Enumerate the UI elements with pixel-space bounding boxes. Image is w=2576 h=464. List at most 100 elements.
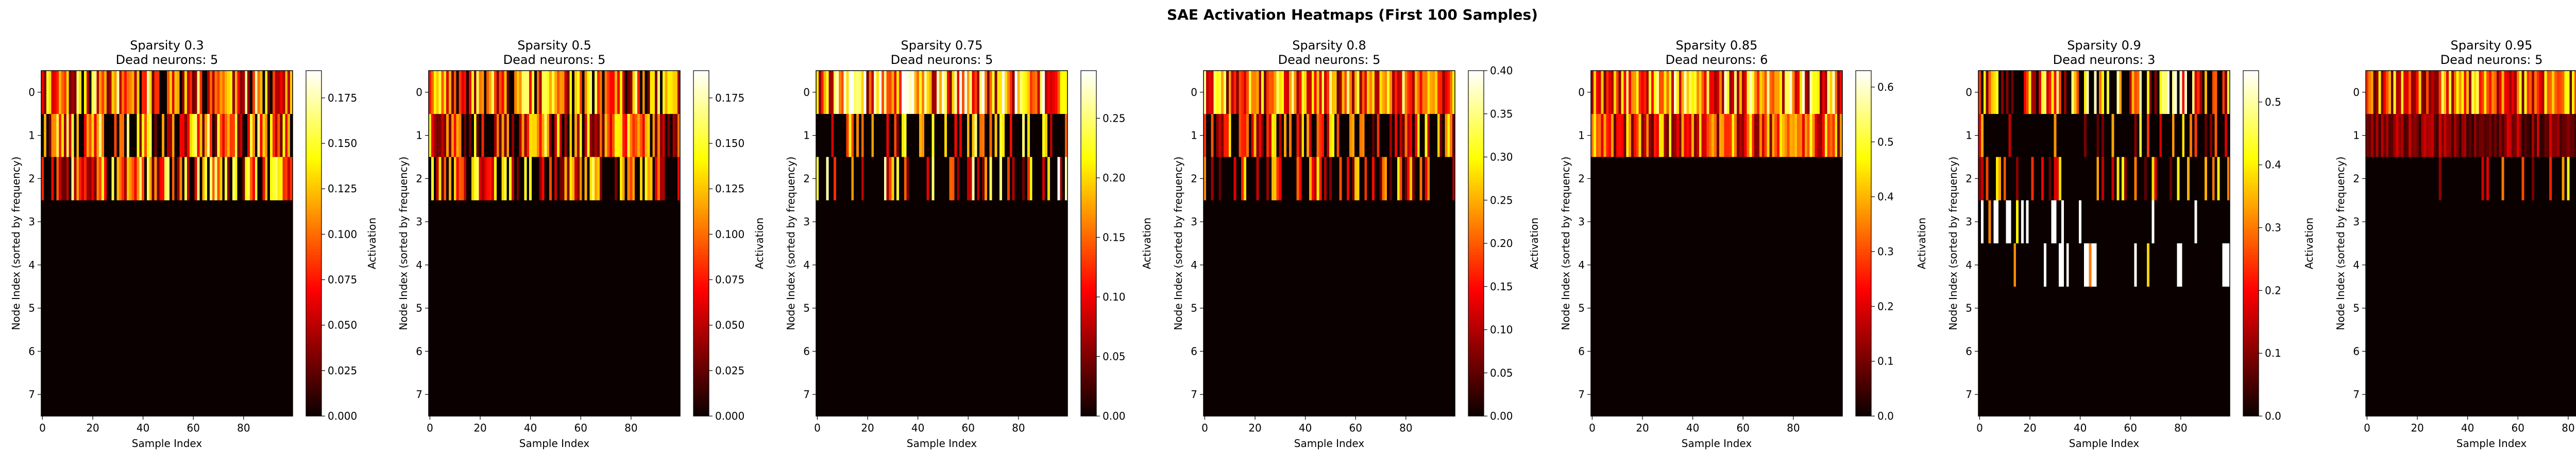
heatmap-cell bbox=[1686, 113, 1689, 157]
heatmap-cell bbox=[1239, 71, 1242, 114]
heatmap-cell bbox=[2124, 71, 2127, 114]
heatmap-cell bbox=[896, 373, 900, 417]
heatmap-cell bbox=[1301, 157, 1304, 201]
heatmap-cell bbox=[1633, 71, 1637, 114]
colorbar-step bbox=[1081, 119, 1096, 123]
heatmap-cell bbox=[519, 243, 522, 287]
heatmap-cell bbox=[1289, 157, 1292, 201]
heatmap-cell bbox=[89, 243, 92, 287]
heatmap-cell bbox=[896, 286, 900, 330]
colorbar-step bbox=[1856, 399, 1871, 402]
heatmap-cell bbox=[456, 157, 459, 201]
heatmap-cell bbox=[1005, 71, 1008, 114]
heatmap-cell bbox=[584, 200, 587, 244]
heatmap-cell bbox=[677, 329, 681, 373]
heatmap-cell bbox=[245, 157, 248, 201]
heatmap-cell bbox=[1744, 243, 1747, 287]
heatmap-cell bbox=[1022, 373, 1025, 417]
colorbar-step bbox=[1856, 131, 1871, 135]
colorbar-step bbox=[306, 257, 321, 261]
heatmap-cell bbox=[1213, 200, 1216, 244]
heatmap-cell bbox=[260, 200, 263, 244]
heatmap-cell bbox=[144, 286, 147, 330]
heatmap-cell bbox=[1427, 113, 1430, 157]
y-tick-label: 4 bbox=[803, 259, 810, 271]
heatmap-cell bbox=[604, 113, 607, 157]
heatmap-cell bbox=[1304, 286, 1307, 330]
heatmap-cell bbox=[1664, 373, 1667, 417]
heatmap-cell bbox=[2069, 71, 2072, 114]
heatmap-cell bbox=[81, 329, 84, 373]
heatmap-cell bbox=[1394, 286, 1398, 330]
heatmap-cell bbox=[655, 113, 658, 157]
heatmap-cell bbox=[494, 200, 497, 244]
heatmap-cell bbox=[647, 286, 650, 330]
heatmap-cell bbox=[881, 157, 885, 201]
heatmap-cell bbox=[1344, 329, 1347, 373]
heatmap-cell bbox=[645, 373, 648, 417]
heatmap-cell bbox=[577, 71, 580, 114]
heatmap-cell bbox=[219, 286, 223, 330]
heatmap-cell bbox=[453, 286, 457, 330]
heatmap-cell bbox=[609, 200, 613, 244]
colorbar-step bbox=[1856, 88, 1871, 91]
heatmap-cell bbox=[1299, 329, 1302, 373]
heatmap-cell bbox=[134, 243, 137, 287]
heatmap-cell bbox=[111, 71, 114, 114]
heatmap-cell bbox=[1233, 113, 1236, 157]
heatmap-cell bbox=[1246, 71, 1249, 114]
heatmap-cell bbox=[997, 71, 1000, 114]
heatmap-cell bbox=[476, 286, 479, 330]
heatmap-cell bbox=[529, 286, 532, 330]
colorbar-step bbox=[306, 76, 321, 80]
heatmap-cell bbox=[974, 157, 977, 201]
heatmap-cell bbox=[242, 329, 245, 373]
heatmap-cell bbox=[151, 243, 155, 287]
heatmap-cell bbox=[1606, 286, 1609, 330]
colorbar-step bbox=[1856, 76, 1871, 80]
heatmap-cell bbox=[96, 200, 99, 244]
heatmap-cell bbox=[1040, 200, 1043, 244]
heatmap-cell bbox=[1239, 243, 1242, 287]
heatmap-cell bbox=[1613, 286, 1617, 330]
heatmap-cell bbox=[2099, 71, 2102, 114]
heatmap-cell bbox=[1347, 113, 1350, 157]
colorbar-step bbox=[1468, 249, 1484, 253]
heatmap-cell bbox=[567, 157, 570, 201]
heatmap-cell bbox=[1271, 329, 1275, 373]
heatmap-cell bbox=[881, 113, 885, 157]
heatmap-cell bbox=[1410, 200, 1413, 244]
heatmap-cell bbox=[126, 243, 130, 287]
colorbar-step bbox=[693, 378, 709, 382]
heatmap-cell bbox=[589, 113, 592, 157]
colorbar-step bbox=[306, 226, 321, 229]
heatmap-cell bbox=[2011, 71, 2014, 114]
heatmap-cell bbox=[609, 373, 613, 417]
heatmap-cell bbox=[217, 200, 220, 244]
colorbar-step bbox=[1468, 140, 1484, 143]
heatmap-cell bbox=[944, 113, 947, 157]
heatmap-cell bbox=[572, 157, 575, 201]
heatmap-cell bbox=[1704, 71, 1707, 114]
heatmap-cell bbox=[536, 157, 540, 201]
heatmap-cell bbox=[1231, 243, 1234, 287]
heatmap-cell bbox=[871, 157, 874, 201]
heatmap-cell bbox=[1787, 200, 1790, 244]
heatmap-cell bbox=[911, 71, 914, 114]
heatmap-cell bbox=[1211, 71, 1214, 114]
heatmap-cell bbox=[94, 157, 97, 201]
heatmap-cell bbox=[1040, 373, 1043, 417]
heatmap-cell bbox=[1301, 71, 1304, 114]
heatmap-cell bbox=[48, 113, 52, 157]
heatmap-cell bbox=[126, 329, 130, 373]
heatmap-cell bbox=[942, 200, 945, 244]
heatmap-cell bbox=[1364, 113, 1367, 157]
heatmap-cell bbox=[969, 200, 972, 244]
colorbar-tick-label: 0.050 bbox=[715, 319, 744, 332]
heatmap-cell bbox=[61, 286, 64, 330]
heatmap-cell bbox=[632, 243, 635, 287]
heatmap-cell bbox=[532, 286, 535, 330]
heatmap-cell bbox=[556, 113, 560, 157]
heatmap-cell bbox=[189, 71, 193, 114]
heatmap-cell bbox=[1666, 71, 1669, 114]
